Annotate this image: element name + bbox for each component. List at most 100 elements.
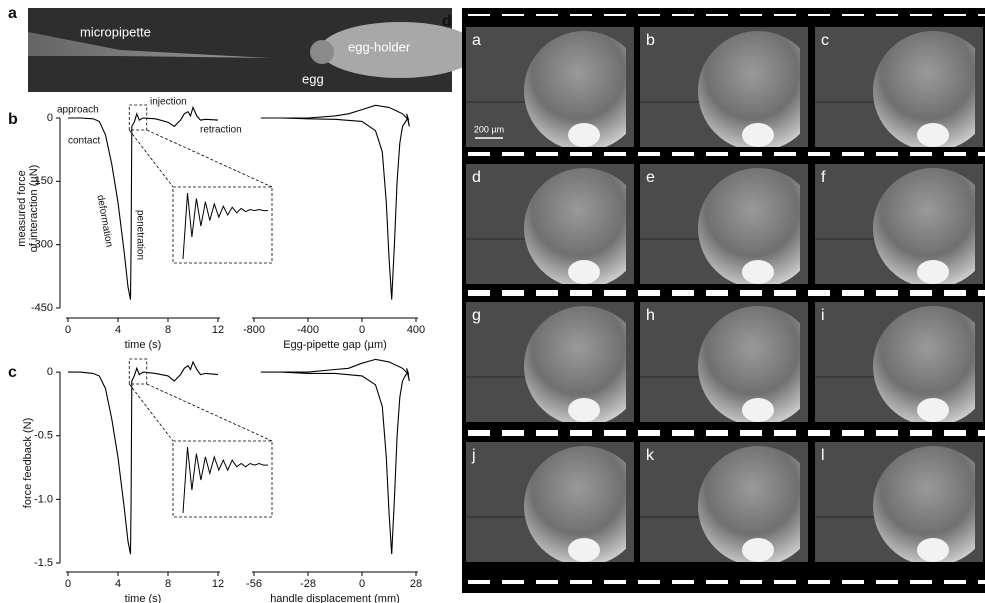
- video-frame: l: [815, 442, 983, 562]
- frame-label: d: [472, 169, 481, 186]
- egg-highlight: [917, 538, 949, 562]
- video-frame: b: [640, 27, 808, 147]
- x-tick-label: 400: [407, 324, 425, 336]
- video-frame: c: [815, 27, 983, 147]
- film-holes: [462, 152, 985, 158]
- zoom-box: [128, 358, 148, 385]
- frame-label: j: [471, 447, 476, 464]
- egg-holder-edge: [800, 164, 808, 284]
- frame-content: [815, 164, 983, 284]
- x-tick-label: 12: [212, 324, 224, 336]
- frame-label: f: [821, 169, 826, 186]
- x-tick-label: 12: [212, 578, 224, 590]
- egg-holder-edge: [626, 164, 634, 284]
- y-tick-label: -450: [31, 302, 53, 314]
- y-tick-label: -1.0: [34, 493, 53, 505]
- annotation: retraction: [200, 125, 242, 136]
- video-frame: i: [815, 302, 983, 422]
- annotation: penetration: [134, 210, 145, 260]
- x-tick-label: -56: [246, 578, 262, 590]
- annotation: injection: [150, 97, 187, 108]
- force-trace: [260, 104, 410, 300]
- egg-holder-edge: [800, 302, 808, 422]
- frame-content: [815, 302, 983, 422]
- egg: [310, 40, 334, 64]
- x-axis-label: time (s): [125, 339, 162, 351]
- zoom-connector: [128, 129, 174, 188]
- y-tick-label: -300: [31, 239, 53, 251]
- egg: [873, 31, 983, 147]
- egg-highlight: [917, 260, 949, 284]
- egg-highlight: [917, 123, 949, 147]
- egg-highlight: [742, 538, 774, 562]
- x-axis-label: handle displacement (mm): [270, 593, 400, 603]
- film-holes: [462, 430, 985, 436]
- scale-bar-label: 200 µm: [474, 124, 504, 134]
- annotation: approach: [57, 105, 99, 116]
- frame-content: [466, 302, 634, 422]
- x-tick-label: -800: [243, 324, 265, 336]
- video-frame: f: [815, 164, 983, 284]
- photo-label: micropipette: [80, 24, 151, 39]
- egg-highlight: [742, 123, 774, 147]
- film-holes: [462, 578, 985, 584]
- frame-content: [466, 164, 634, 284]
- zoom-box: [128, 104, 148, 131]
- egg: [524, 168, 634, 284]
- photo-label: egg-holder: [348, 39, 411, 54]
- frame-label: a: [472, 32, 481, 49]
- y-tick-label: 0: [47, 366, 53, 378]
- egg: [698, 168, 808, 284]
- egg: [873, 306, 983, 422]
- egg-highlight: [742, 260, 774, 284]
- x-tick-label: 0: [65, 324, 71, 336]
- egg: [524, 446, 634, 562]
- video-frame: e: [640, 164, 808, 284]
- y-axis-label: force feedback (N): [22, 418, 34, 508]
- y-axis-label: measured force: [16, 170, 28, 246]
- zoom-connector: [146, 383, 273, 442]
- egg-holder-edge: [975, 442, 983, 562]
- egg-holder-edge: [626, 27, 634, 147]
- frame-label: k: [646, 447, 655, 464]
- panel-label: a: [8, 5, 17, 22]
- egg-holder-edge: [975, 164, 983, 284]
- y-tick-label: -150: [31, 175, 53, 187]
- frame-content: [640, 164, 808, 284]
- video-frame: k: [640, 442, 808, 562]
- y-tick-label: -1.5: [34, 557, 53, 569]
- egg-highlight: [742, 398, 774, 422]
- x-axis-label: time (s): [125, 593, 162, 603]
- annotation: deformation: [94, 194, 114, 248]
- inset-trace: [182, 446, 268, 514]
- film-holes: [462, 14, 985, 20]
- annotation: contact: [68, 136, 100, 147]
- frame-content: [640, 27, 808, 147]
- y-tick-label: 0: [47, 112, 53, 124]
- egg: [873, 446, 983, 562]
- frame-content: [466, 27, 634, 147]
- video-frame: h: [640, 302, 808, 422]
- egg-holder-edge: [800, 442, 808, 562]
- x-axis-label: Egg-pipette gap (µm): [283, 339, 387, 351]
- egg-holder-edge: [975, 302, 983, 422]
- frame-label: b: [646, 32, 655, 49]
- frame-label: c: [821, 32, 829, 49]
- video-frame: g: [466, 302, 634, 422]
- x-tick-label: 8: [165, 324, 171, 336]
- micropipette: [28, 32, 270, 58]
- zoom-connector: [146, 129, 273, 188]
- egg-holder-edge: [626, 302, 634, 422]
- frame-label: i: [821, 307, 825, 324]
- x-tick-label: -28: [300, 578, 316, 590]
- video-frame: a: [466, 27, 634, 147]
- photo-label: egg: [302, 71, 324, 86]
- x-tick-label: 0: [65, 578, 71, 590]
- egg: [698, 446, 808, 562]
- x-tick-label: 28: [410, 578, 422, 590]
- egg-highlight: [568, 123, 600, 147]
- video-frame: j: [466, 442, 634, 562]
- x-tick-label: 8: [165, 578, 171, 590]
- x-tick-label: 0: [359, 578, 365, 590]
